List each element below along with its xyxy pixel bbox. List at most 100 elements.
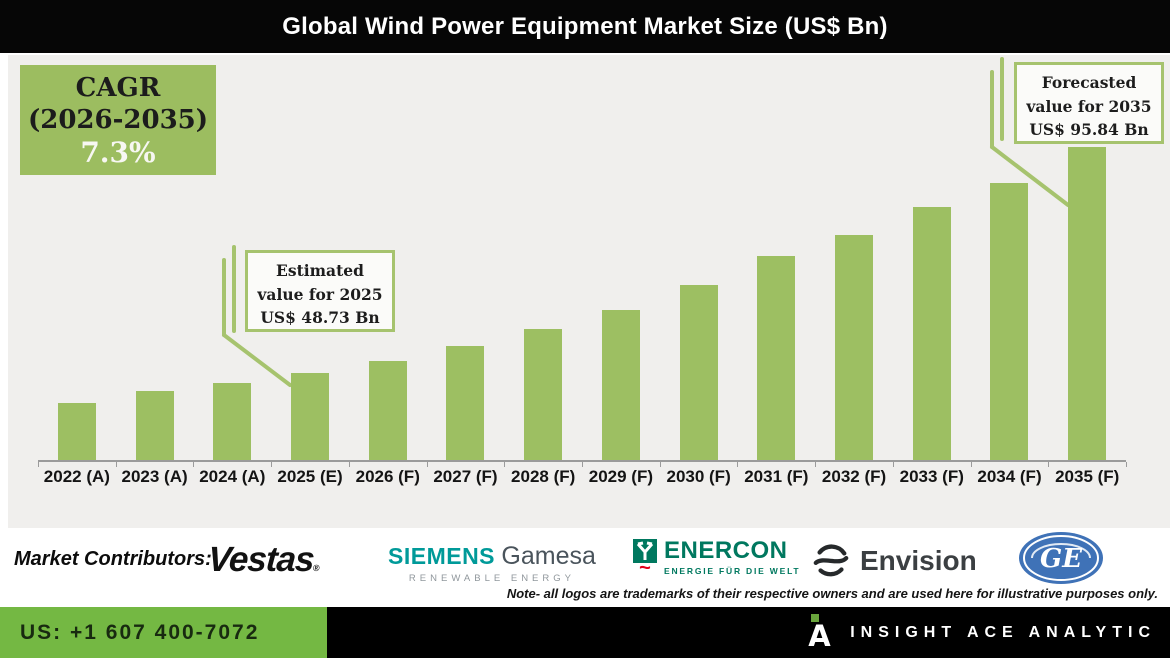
ge-logo: GE <box>1018 531 1104 590</box>
bar-slot <box>427 147 505 460</box>
logo-green-square <box>811 613 820 622</box>
axis-tick <box>737 462 739 467</box>
market-contributors-label: Market Contributors: <box>14 548 212 570</box>
annotation-line: US$ 48.73 Bn <box>260 308 380 328</box>
cagr-box: CAGR (2026-2035) 7.3% <box>20 65 216 175</box>
vestas-wordmark: Vestas <box>206 540 315 579</box>
x-tick-label: 2035 (F) <box>1055 467 1120 486</box>
bar-slot <box>737 147 815 460</box>
axis-tick <box>659 462 661 467</box>
bar-2032 <box>835 235 874 460</box>
envision-logo: Envision <box>812 542 977 580</box>
x-tick-label: 2030 (F) <box>666 467 731 486</box>
x-tick-label: 2025 (E) <box>277 467 343 486</box>
contributors-strip: Market Contributors: Vestas® SIEMENS Gam… <box>0 528 1170 607</box>
bar-slot <box>660 147 738 460</box>
phone-block: US: +1 607 400-7072 <box>0 607 327 658</box>
bars-row <box>38 147 1126 460</box>
trademark-note: Note- all logos are trademarks of their … <box>506 586 1158 601</box>
ge-wordmark: GE <box>1040 544 1083 574</box>
axis-tick <box>348 462 350 467</box>
envision-wordmark: Envision <box>860 545 977 576</box>
x-tick-label: 2032 (F) <box>821 467 887 486</box>
insight-ace-analytic-logo-icon: A <box>808 613 834 653</box>
siemens-gamesa-wordmark: SIEMENS Gamesa <box>388 542 596 571</box>
axis-tick <box>38 462 39 467</box>
siemens-gamesa-logo: SIEMENS Gamesa RENEWABLE ENERGY <box>388 542 596 584</box>
bar-slot <box>116 147 194 460</box>
title-bar: Global Wind Power Equipment Market Size … <box>0 0 1170 53</box>
logo-a-glyph: A <box>808 618 831 653</box>
axis-tick <box>504 462 506 467</box>
gamesa-wordmark: Gamesa <box>501 542 596 570</box>
axis-tick <box>271 462 273 467</box>
annotation-line: Forecasted <box>1041 73 1137 92</box>
estimated-value-annotation: Estimated value for 2025 US$ 48.73 Bn <box>245 250 395 332</box>
x-tick-label: 2026 (F) <box>355 467 420 486</box>
bar-2029 <box>601 310 640 460</box>
enercon-wordmark: ENERCON <box>664 537 788 564</box>
axis-tick <box>815 462 817 467</box>
chart-panel: CAGR (2026-2035) 7.3% Estimated value fo… <box>8 55 1170 528</box>
bar-slot <box>582 147 660 460</box>
enercon-wave-icon: ~ <box>639 557 651 579</box>
axis-tick <box>193 462 195 467</box>
cagr-period: (2026-2035) <box>27 104 209 135</box>
bar-2024 <box>213 383 252 460</box>
bar-2034 <box>990 183 1029 460</box>
axis-tick <box>970 462 972 467</box>
x-tick-label: 2029 (F) <box>588 467 654 486</box>
axis-tick <box>115 462 117 467</box>
bar-2030 <box>679 285 718 460</box>
bar-2035 <box>1068 147 1107 460</box>
page-title: Global Wind Power Equipment Market Size … <box>282 12 888 40</box>
bar-2027 <box>446 346 485 460</box>
siemens-wordmark: SIEMENS <box>388 543 496 569</box>
bar-2022 <box>57 403 96 460</box>
bar-slot <box>38 147 116 460</box>
bar-2028 <box>524 329 563 460</box>
bar-slot <box>893 147 971 460</box>
enercon-turbine-icon <box>633 539 657 563</box>
bar-slot <box>349 147 427 460</box>
annotation-line: value for 2035 <box>1026 96 1152 116</box>
bar-2026 <box>368 361 407 460</box>
ge-monogram-icon: GE <box>1019 532 1103 584</box>
vestas-logo: Vestas® <box>207 540 322 580</box>
bar-2031 <box>757 256 796 460</box>
siemens-gamesa-tagline: RENEWABLE ENERGY <box>408 573 575 584</box>
footer: US: +1 607 400-7072 A INSIGHT ACE ANALYT… <box>0 607 1170 658</box>
bar-2025 <box>291 373 330 460</box>
x-tick-label: 2024 (A) <box>199 467 266 486</box>
envision-swirl-icon <box>813 544 849 577</box>
axis-tick <box>892 462 894 467</box>
brand-block: A INSIGHT ACE ANALYTIC <box>327 607 1170 658</box>
enercon-icon-column: ~ <box>633 539 657 579</box>
bar-slot <box>815 147 893 460</box>
x-axis-labels: 2022 (A) 2023 (A) 2024 (A) 2025 (E) 2026 (F)… <box>38 467 1126 487</box>
annotation-line: US$ 95.84 Bn <box>1029 120 1149 140</box>
x-tick-label: 2022 (A) <box>43 467 110 486</box>
x-tick-label: 2027 (F) <box>433 467 498 486</box>
x-axis-line <box>38 460 1127 467</box>
bar-slot <box>1048 147 1126 460</box>
cagr-label: CAGR <box>75 73 161 103</box>
x-tick-label: 2033 (F) <box>899 467 964 486</box>
enercon-text-column: ENERCON ENERGIE FÜR DIE WELT <box>664 537 801 577</box>
forecasted-value-annotation: Forecasted value for 2035 US$ 95.84 Bn <box>1014 62 1164 144</box>
enercon-logo: ~ ENERCON ENERGIE FÜR DIE WELT <box>633 537 801 579</box>
bar-2023 <box>135 391 174 460</box>
brand-name: INSIGHT ACE ANALYTIC <box>850 623 1156 641</box>
bar-slot <box>504 147 582 460</box>
x-tick-label: 2028 (F) <box>511 467 576 486</box>
enercon-tagline: ENERGIE FÜR DIE WELT <box>664 566 801 576</box>
bar-slot <box>971 147 1049 460</box>
axis-tick <box>1126 462 1127 467</box>
bar-slot <box>193 147 271 460</box>
bar-slot <box>271 147 349 460</box>
annotation-line: value for 2025 <box>257 284 383 304</box>
axis-tick <box>582 462 583 467</box>
x-tick-label: 2034 (F) <box>977 467 1042 486</box>
x-tick-label: 2031 (F) <box>744 467 809 486</box>
bar-2033 <box>912 207 951 460</box>
